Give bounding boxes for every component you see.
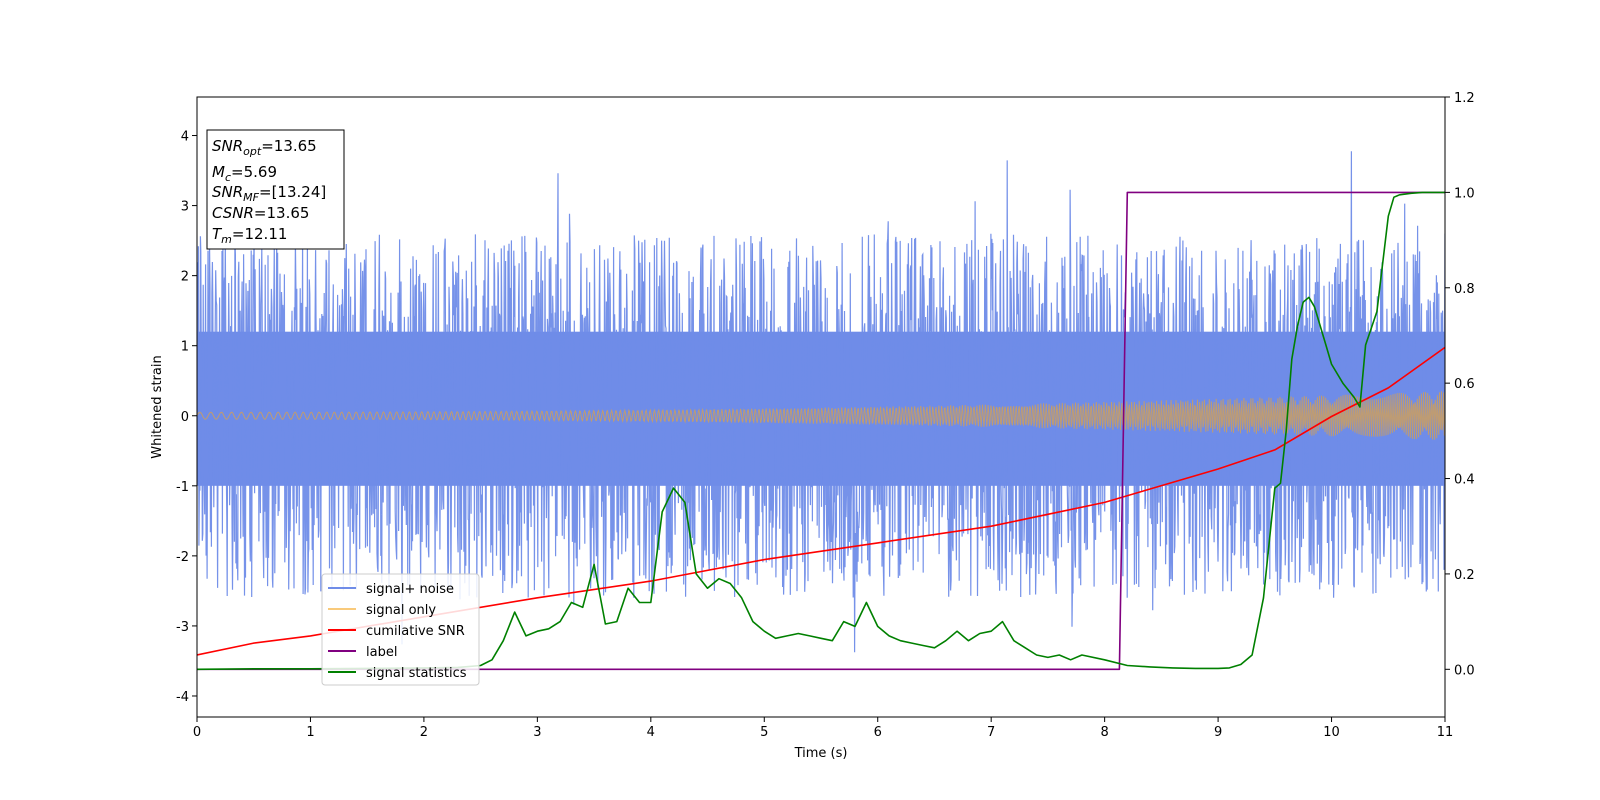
legend-label: signal statistics (366, 666, 467, 681)
x-tick-label: 9 (1214, 725, 1222, 740)
y2-tick-label: 1.2 (1454, 91, 1475, 106)
x-tick-label: 4 (647, 725, 655, 740)
y2-tick-label: 0.2 (1454, 568, 1475, 583)
x-tick-label: 11 (1437, 725, 1454, 740)
y-axis-left: -4 -3 -2 -1 0 1 2 3 4 (176, 130, 197, 705)
y2-tick-label: 1.0 (1454, 186, 1475, 201)
legend-label: cumilative SNR (366, 624, 465, 639)
series-signal-noise (197, 151, 1445, 653)
y2-tick-label: 0.6 (1454, 377, 1475, 392)
y-tick-label: 2 (181, 270, 189, 285)
y-tick-label: -3 (176, 620, 189, 635)
y-tick-label: -4 (176, 690, 189, 705)
y-tick-label: 0 (181, 410, 189, 425)
x-tick-label: 5 (760, 725, 768, 740)
y2-tick-label: 0.8 (1454, 282, 1475, 297)
info-tm: Tm=12.11 (212, 225, 287, 246)
x-tick-label: 2 (420, 725, 428, 740)
y-axis-right: 0.0 0.2 0.4 0.6 0.8 1.0 1.2 (1445, 91, 1475, 678)
y-tick-label: 4 (181, 130, 189, 145)
info-snr-opt: SNRopt=13.65 (212, 137, 317, 158)
plot-area (197, 151, 1445, 671)
info-snr-mf: SNRMF=[13.24] (212, 183, 326, 204)
y-tick-label: -2 (176, 550, 189, 565)
y2-tick-label: 0.0 (1454, 663, 1475, 678)
x-tick-label: 1 (306, 725, 314, 740)
info-csnr: CSNR=13.65 (212, 204, 309, 222)
y2-tick-label: 0.4 (1454, 473, 1475, 488)
y-tick-label: 1 (181, 340, 189, 355)
x-axis-label: Time (s) (794, 746, 848, 761)
x-tick-label: 3 (533, 725, 541, 740)
legend: signal+ noise signal only cumilative SNR la… (321, 573, 480, 686)
series-signal-only (197, 391, 1445, 440)
x-axis: 0 1 2 3 4 5 6 7 8 9 10 11 (193, 717, 1453, 740)
legend-label: signal only (366, 603, 436, 618)
y-tick-label: -1 (176, 480, 189, 495)
x-tick-label: 0 (193, 725, 201, 740)
legend-label: label (366, 645, 397, 660)
info-box: SNRopt=13.65 Mc=5.69 SNRMF=[13.24] CSNR=… (206, 129, 345, 250)
x-tick-label: 8 (1100, 725, 1108, 740)
info-mc: Mc=5.69 (212, 163, 277, 184)
y-axis-label: Whitened strain (150, 355, 165, 458)
info-box-frame (206, 129, 345, 250)
series-label (197, 191, 1445, 671)
plot-frame (196, 96, 1446, 718)
x-tick-label: 10 (1323, 725, 1340, 740)
x-tick-label: 7 (987, 725, 995, 740)
legend-frame (321, 573, 480, 686)
y-tick-label: 3 (181, 200, 189, 215)
x-tick-label: 6 (874, 725, 882, 740)
series-signal-statistics (197, 191, 1445, 671)
legend-label: signal+ noise (366, 582, 454, 597)
